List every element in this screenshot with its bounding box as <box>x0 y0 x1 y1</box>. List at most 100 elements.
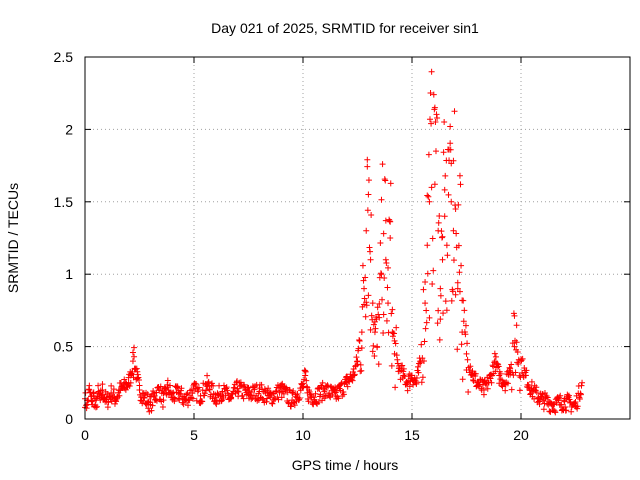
data-point <box>424 192 431 199</box>
x-tick-label: 10 <box>295 427 311 443</box>
data-point <box>193 380 200 387</box>
data-point <box>321 387 328 394</box>
data-point <box>431 181 438 188</box>
data-point <box>251 386 258 393</box>
data-point <box>399 362 406 369</box>
data-point <box>375 311 382 318</box>
data-point <box>391 337 398 344</box>
data-point <box>245 391 252 398</box>
data-point <box>327 394 334 401</box>
data-point <box>90 392 97 399</box>
data-point <box>160 397 167 404</box>
data-point <box>391 350 398 357</box>
data-point <box>213 401 220 408</box>
data-point <box>464 340 471 347</box>
data-point <box>263 398 270 405</box>
data-point <box>568 408 575 415</box>
data-point <box>437 285 444 292</box>
data-point <box>189 390 196 397</box>
data-point <box>430 267 437 274</box>
data-point <box>357 368 364 375</box>
data-point <box>356 336 363 343</box>
data-point <box>375 361 382 368</box>
data-point <box>376 314 383 321</box>
data-point <box>304 389 311 396</box>
data-point <box>387 180 394 187</box>
data-point <box>364 207 371 214</box>
data-point <box>101 394 108 401</box>
data-point <box>258 381 265 388</box>
data-point <box>457 181 464 188</box>
data-point <box>506 364 513 371</box>
data-point <box>426 116 433 123</box>
data-point <box>387 235 394 241</box>
data-point <box>319 379 326 386</box>
data-point <box>439 233 446 240</box>
data-point <box>490 363 497 370</box>
data-point <box>383 317 390 324</box>
data-point <box>533 384 540 391</box>
data-point <box>546 408 553 415</box>
data-point <box>562 404 569 411</box>
data-point <box>511 343 518 350</box>
data-point <box>422 325 429 332</box>
data-point <box>132 365 139 372</box>
data-point <box>103 398 110 405</box>
x-tick-label: 0 <box>81 427 89 443</box>
y-tick-label: 1 <box>65 266 73 282</box>
data-point <box>460 318 467 325</box>
data-point <box>121 376 128 383</box>
data-point <box>269 400 276 407</box>
data-point <box>400 365 407 372</box>
data-point <box>450 227 457 234</box>
data-point <box>410 381 417 388</box>
data-point <box>552 409 559 416</box>
data-point <box>425 193 432 200</box>
data-point <box>240 395 247 402</box>
data-point <box>129 349 136 356</box>
data-point <box>315 398 322 405</box>
data-point <box>278 394 285 401</box>
data-point <box>555 397 562 404</box>
data-point <box>452 206 459 213</box>
data-point <box>180 401 187 408</box>
data-point <box>176 396 183 403</box>
data-point <box>366 244 373 251</box>
data-point <box>428 120 435 127</box>
data-point <box>528 378 535 385</box>
data-point <box>134 375 141 382</box>
data-point <box>212 400 219 407</box>
data-point <box>131 344 138 351</box>
data-point <box>507 365 514 372</box>
data-point <box>533 389 540 396</box>
data-point <box>131 353 138 360</box>
x-tick-label: 5 <box>190 427 198 443</box>
data-point <box>324 382 331 389</box>
data-point <box>435 227 442 234</box>
data-point <box>364 163 371 170</box>
y-tick-label: 2.5 <box>54 49 74 65</box>
data-point <box>449 288 456 295</box>
data-point <box>201 390 208 397</box>
data-point <box>470 372 477 379</box>
data-point <box>558 401 565 408</box>
data-point <box>563 407 570 414</box>
data-point <box>289 397 296 404</box>
data-point <box>125 379 132 386</box>
x-tick-label: 15 <box>404 427 420 443</box>
data-point <box>455 201 462 208</box>
data-point <box>231 384 238 391</box>
data-point <box>159 403 166 410</box>
data-point <box>256 388 263 395</box>
data-point <box>427 90 434 97</box>
data-point <box>434 320 441 327</box>
data-point <box>199 398 206 405</box>
data-point <box>349 377 356 384</box>
data-point <box>117 380 124 387</box>
data-point <box>283 384 290 391</box>
data-point <box>448 297 455 304</box>
data-points <box>82 68 586 416</box>
y-tick-label: 0.5 <box>54 339 74 355</box>
y-tick-label: 2 <box>65 121 73 137</box>
data-point <box>417 358 424 365</box>
